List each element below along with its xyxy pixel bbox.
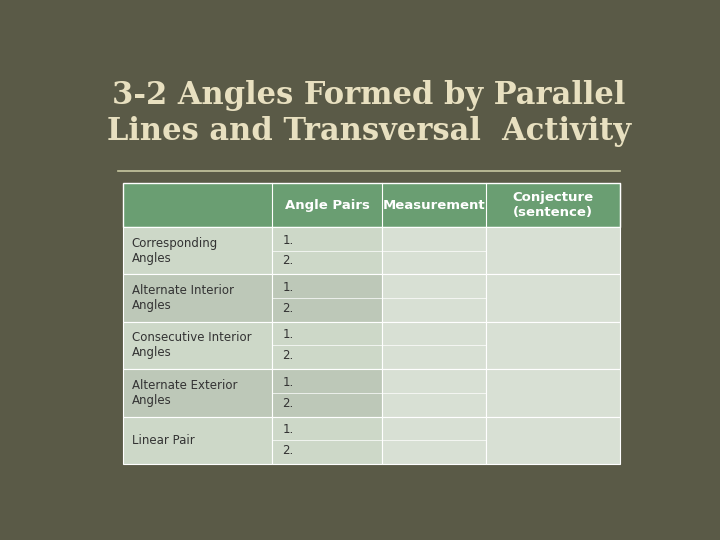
Bar bbox=[486, 416, 620, 464]
Text: Lines and Transversal  Activity: Lines and Transversal Activity bbox=[107, 116, 631, 147]
Bar bbox=[486, 322, 620, 369]
Text: Angle Pairs: Angle Pairs bbox=[284, 199, 369, 212]
Bar bbox=[124, 183, 620, 227]
Text: 1.: 1. bbox=[282, 281, 294, 294]
Bar bbox=[124, 416, 272, 464]
Bar bbox=[382, 322, 486, 369]
Bar bbox=[272, 227, 382, 274]
Bar bbox=[272, 369, 382, 416]
Text: 2.: 2. bbox=[282, 444, 294, 457]
Bar bbox=[124, 322, 272, 369]
Bar bbox=[382, 369, 486, 416]
Text: 2.: 2. bbox=[282, 302, 294, 315]
Text: 3-2 Angles Formed by Parallel: 3-2 Angles Formed by Parallel bbox=[112, 80, 626, 111]
Text: Alternate Interior
Angles: Alternate Interior Angles bbox=[132, 284, 234, 312]
Text: 1.: 1. bbox=[282, 423, 294, 436]
Bar bbox=[124, 227, 272, 274]
Text: 1.: 1. bbox=[282, 328, 294, 341]
Text: Alternate Exterior
Angles: Alternate Exterior Angles bbox=[132, 379, 238, 407]
Bar bbox=[382, 416, 486, 464]
Text: 1.: 1. bbox=[282, 234, 294, 247]
Bar bbox=[272, 274, 382, 322]
Bar bbox=[486, 369, 620, 416]
Text: 2.: 2. bbox=[282, 349, 294, 362]
Bar bbox=[272, 322, 382, 369]
Bar bbox=[124, 274, 272, 322]
Text: Corresponding
Angles: Corresponding Angles bbox=[132, 237, 218, 265]
Bar bbox=[486, 274, 620, 322]
Text: Consecutive Interior
Angles: Consecutive Interior Angles bbox=[132, 332, 251, 360]
Bar bbox=[124, 369, 272, 416]
Bar bbox=[486, 227, 620, 274]
Text: 2.: 2. bbox=[282, 397, 294, 410]
Text: 2.: 2. bbox=[282, 254, 294, 267]
Text: Measurement: Measurement bbox=[382, 199, 485, 212]
Text: 1.: 1. bbox=[282, 376, 294, 389]
Bar bbox=[272, 416, 382, 464]
Text: Conjecture
(sentence): Conjecture (sentence) bbox=[513, 191, 593, 219]
Bar bbox=[382, 227, 486, 274]
Bar bbox=[382, 274, 486, 322]
Text: Linear Pair: Linear Pair bbox=[132, 434, 194, 447]
